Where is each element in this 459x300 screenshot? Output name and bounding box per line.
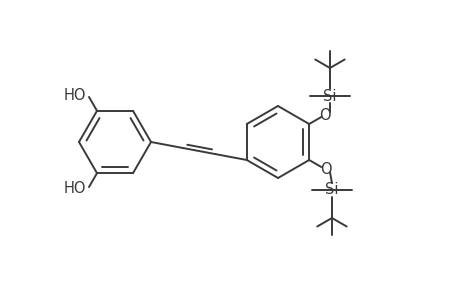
Text: O: O — [318, 107, 330, 122]
Text: HO: HO — [63, 88, 86, 104]
Text: Si: Si — [325, 182, 338, 197]
Text: HO: HO — [63, 181, 86, 196]
Text: Si: Si — [323, 88, 336, 104]
Text: O: O — [319, 162, 331, 177]
